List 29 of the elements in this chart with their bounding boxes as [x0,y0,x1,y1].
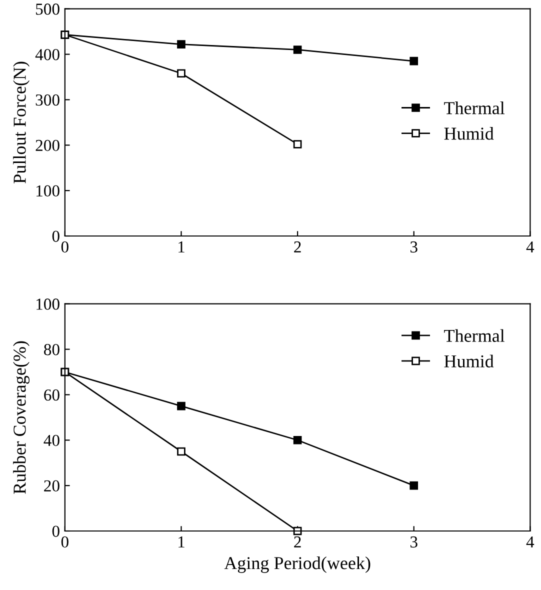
y-tick-label: 80 [44,344,60,356]
legend-label: Humid [444,354,494,368]
y-tick-label: 20 [44,480,60,492]
y-tick-label: 0 [52,230,60,242]
x-tick-label: 3 [410,241,418,253]
y-tick-label: 300 [36,94,60,106]
x-tick-label: 4 [526,536,534,548]
legend-label: Humid [444,127,494,140]
y-tick-label: 0 [52,526,60,537]
legend-label: Thermal [444,329,505,342]
x-tick-label: 1 [178,536,184,548]
x-tick-label: 0 [61,241,68,253]
y-axis-title: Rubber Coverage(%) [13,341,30,494]
y-axis-title: Pullout Force(N) [13,62,30,184]
x-tick-label: 2 [294,241,301,252]
y-tick-label: 100 [36,185,60,197]
y-tick-label: 100 [36,298,60,310]
y-tick-label: 200 [36,140,60,152]
x-tick-label: 4 [526,241,534,252]
x-tick-label: 0 [61,536,68,548]
y-tick-label: 400 [35,48,60,60]
x-tick-label: 2 [294,536,301,548]
y-tick-label: 500 [36,4,60,15]
y-tick-label: 40 [44,434,60,446]
x-tick-label: 3 [410,536,418,548]
x-tick-label: 1 [178,241,184,252]
x-axis-title: Aging Period(week) [224,556,370,573]
y-tick-label: 60 [44,389,60,401]
legend-label: Thermal [444,102,505,114]
